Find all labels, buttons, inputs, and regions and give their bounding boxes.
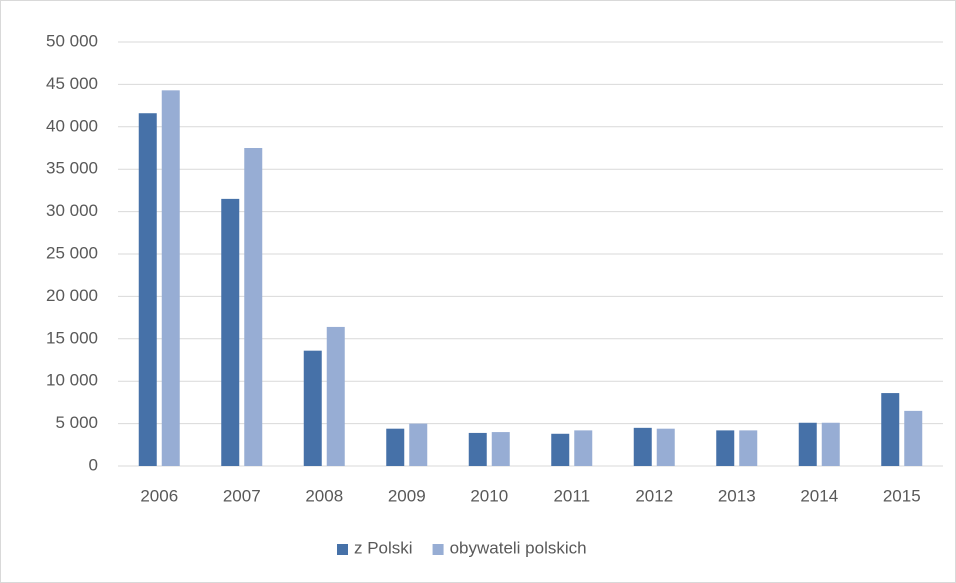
legend-label: obywateli polskich bbox=[450, 538, 587, 557]
x-tick-label: 2012 bbox=[635, 486, 673, 505]
bar bbox=[491, 432, 510, 466]
bar bbox=[904, 410, 923, 466]
y-tick-label: 15 000 bbox=[46, 328, 98, 347]
legend-swatch bbox=[337, 544, 348, 555]
bar bbox=[551, 433, 570, 466]
bar bbox=[798, 422, 817, 466]
x-tick-label: 2011 bbox=[553, 486, 590, 505]
bar bbox=[161, 90, 180, 466]
bar bbox=[303, 350, 322, 466]
y-tick-label: 45 000 bbox=[46, 74, 98, 93]
x-tick-label: 2015 bbox=[883, 486, 921, 505]
bar bbox=[633, 427, 652, 466]
bar bbox=[326, 326, 345, 466]
y-tick-label: 5 000 bbox=[55, 413, 98, 432]
y-tick-label: 0 bbox=[89, 455, 98, 474]
x-tick-label: 2008 bbox=[305, 486, 343, 505]
bar bbox=[244, 148, 263, 466]
legend-label: z Polski bbox=[354, 538, 413, 557]
y-tick-label: 35 000 bbox=[46, 159, 98, 178]
bar bbox=[468, 432, 487, 466]
bar bbox=[881, 393, 900, 466]
x-tick-label: 2010 bbox=[470, 486, 508, 505]
bar bbox=[386, 428, 405, 466]
legend-swatch bbox=[432, 544, 444, 555]
bar bbox=[739, 430, 758, 466]
x-tick-label: 2006 bbox=[140, 486, 178, 505]
y-tick-label: 30 000 bbox=[46, 201, 98, 220]
x-tick-label: 2014 bbox=[800, 486, 838, 505]
bar bbox=[656, 428, 675, 466]
bar bbox=[574, 430, 593, 466]
y-tick-label: 25 000 bbox=[46, 243, 98, 262]
bar bbox=[821, 422, 840, 466]
y-tick-label: 10 000 bbox=[46, 371, 98, 390]
x-tick-label: 2007 bbox=[223, 486, 261, 505]
x-tick-label: 2009 bbox=[388, 486, 426, 505]
bar bbox=[409, 423, 428, 466]
y-tick-label: 40 000 bbox=[46, 116, 98, 135]
bar bbox=[138, 113, 157, 467]
x-tick-label: 2013 bbox=[718, 486, 756, 505]
y-tick-label: 50 000 bbox=[46, 31, 98, 50]
y-tick-label: 20 000 bbox=[46, 286, 98, 305]
bar bbox=[221, 198, 240, 466]
bar bbox=[716, 430, 735, 466]
